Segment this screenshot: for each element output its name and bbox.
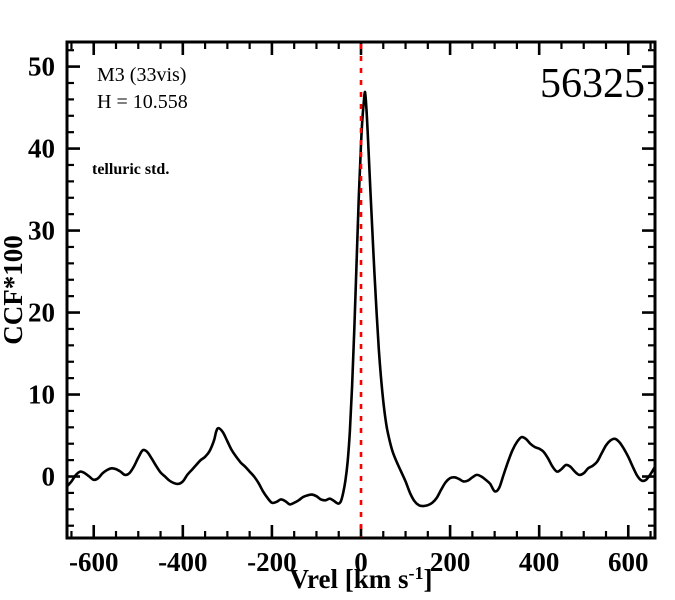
annotation-magnitude: H = 10.558 xyxy=(97,91,188,113)
axis-tick-labels: -600 -400 -200 0 200 400 600 0 10 20 30 40 50 xyxy=(28,52,649,577)
x-tick-label: 0 xyxy=(354,547,368,577)
y-tick-label: 0 xyxy=(42,462,56,492)
ccf-curve-group xyxy=(67,90,655,508)
annotation-telluric-std: telluric std. xyxy=(92,161,169,178)
y-tick-label: 30 xyxy=(28,216,55,246)
x-tick-label: 200 xyxy=(430,547,471,577)
x-tick-label: 400 xyxy=(519,547,560,577)
y-axis-title: CCF*100 xyxy=(0,235,28,345)
ccf-data-curve xyxy=(67,90,655,508)
x-tick-label: 600 xyxy=(608,547,649,577)
x-tick-label: -600 xyxy=(69,547,119,577)
x-tick-label: -200 xyxy=(247,547,297,577)
x-axis-title: Vrel [km s-1] xyxy=(290,563,433,594)
epoch-label: 56325 xyxy=(540,61,645,107)
y-tick-label: 20 xyxy=(28,298,55,328)
y-tick-label: 50 xyxy=(28,52,55,82)
annotation-spectral-type: M3 (33vis) xyxy=(97,64,186,86)
y-tick-label: 10 xyxy=(28,380,55,410)
axis-frame xyxy=(65,40,657,540)
x-tick-label: -400 xyxy=(158,547,208,577)
y-tick-label: 40 xyxy=(28,134,55,164)
